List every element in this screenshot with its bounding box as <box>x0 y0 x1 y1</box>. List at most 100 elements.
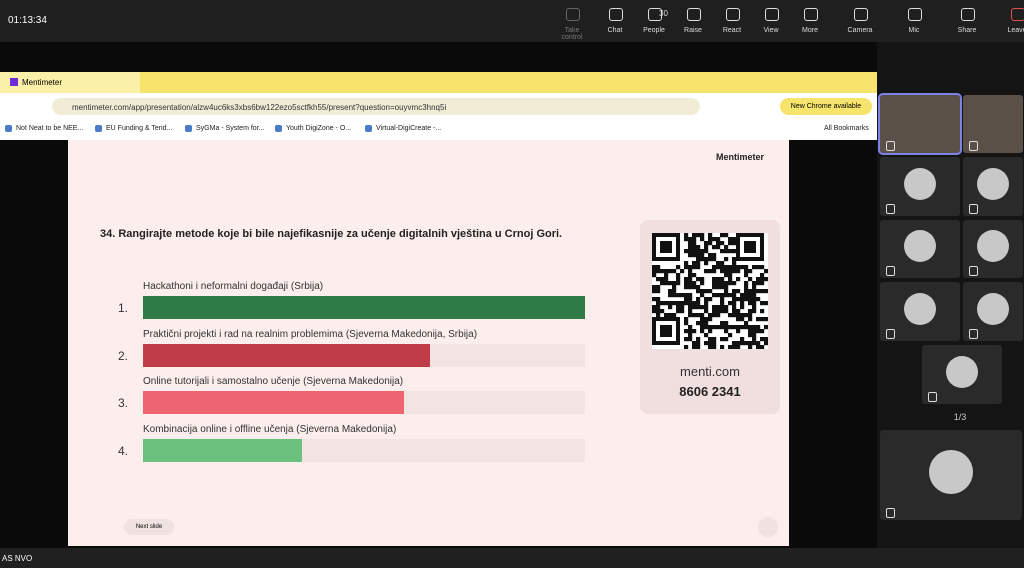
toolbar-icon[interactable] <box>961 8 975 21</box>
address-bar[interactable] <box>52 98 700 115</box>
rank-number: 4. <box>118 443 129 458</box>
qr-module <box>728 237 733 242</box>
qr-module <box>696 249 701 254</box>
qr-module <box>660 277 665 282</box>
qr-module <box>688 273 693 278</box>
toolbar-icon[interactable] <box>765 8 779 21</box>
qr-module <box>760 329 765 334</box>
bookmark[interactable]: SyGMa - System for... <box>196 125 265 132</box>
qr-module <box>736 341 741 346</box>
qr-module <box>708 289 713 294</box>
qr-module <box>656 289 661 294</box>
qr-module <box>700 321 705 326</box>
qr-module <box>664 273 669 278</box>
qr-module <box>692 237 697 242</box>
qr-module <box>764 269 768 274</box>
toolbar-icon[interactable] <box>908 8 922 21</box>
qr-module <box>748 269 753 274</box>
qr-module <box>668 269 673 274</box>
qr-code <box>652 233 768 349</box>
qr-module <box>732 289 737 294</box>
next-button[interactable]: Next slide <box>124 519 174 535</box>
toolbar-icon[interactable] <box>687 8 701 21</box>
toolbar-icon[interactable] <box>726 8 740 21</box>
qr-module <box>672 281 677 286</box>
qr-module <box>660 269 665 274</box>
qr-module <box>652 265 657 270</box>
qr-module <box>724 309 729 314</box>
qr-module <box>752 325 757 330</box>
qr-module <box>680 293 685 298</box>
qr-module <box>720 305 725 310</box>
qr-module <box>712 313 717 318</box>
qr-module <box>704 289 709 294</box>
qr-module <box>720 285 725 290</box>
toolbar-icon[interactable] <box>566 8 580 21</box>
toolbar-icon[interactable] <box>648 8 662 21</box>
qr-module <box>704 301 709 306</box>
qr-module <box>656 305 661 310</box>
toolbar-icon[interactable] <box>854 8 868 21</box>
qr-module <box>716 325 721 330</box>
update-button[interactable]: New Chrome available <box>780 98 872 115</box>
qr-module <box>728 281 733 286</box>
toolbar-icon[interactable] <box>1011 8 1024 21</box>
qr-module <box>676 301 681 306</box>
qr-module <box>764 317 768 322</box>
qr-module <box>748 293 753 298</box>
reaction-button[interactable] <box>758 517 778 537</box>
qr-module <box>756 317 761 322</box>
qr-module <box>756 329 761 334</box>
qr-module <box>684 285 689 290</box>
qr-module <box>676 309 681 314</box>
qr-module <box>696 245 701 250</box>
toolbar-label: Chat <box>607 27 623 34</box>
qr-module <box>756 297 761 302</box>
qr-module <box>760 345 765 349</box>
qr-module <box>660 301 665 306</box>
avatar <box>904 292 936 325</box>
bookmark-icon <box>5 125 12 132</box>
avatar <box>929 450 973 494</box>
all-bookmarks[interactable]: All Bookmarks <box>824 125 869 132</box>
qr-module <box>744 341 749 346</box>
bookmark[interactable]: Not Neat to be NEE... <box>16 125 84 132</box>
toolbar-label: Leave <box>1007 27 1024 34</box>
bookmark-icon <box>185 125 192 132</box>
qr-module <box>692 241 697 246</box>
avatar <box>977 292 1009 325</box>
mute-icon <box>928 392 937 402</box>
qr-module <box>688 297 693 302</box>
bookmark[interactable]: EU Funding & Tend... <box>106 125 173 132</box>
qr-module <box>688 249 693 254</box>
qr-module <box>760 301 765 306</box>
qr-module <box>704 317 709 322</box>
qr-module <box>684 297 689 302</box>
toolbar-icon[interactable] <box>609 8 623 21</box>
bookmark[interactable]: Virtual-DigiCreate -... <box>376 125 442 132</box>
qr-module <box>732 297 737 302</box>
join-code: 8606 2341 <box>679 384 741 399</box>
qr-module <box>652 305 657 310</box>
qr-module <box>652 269 657 274</box>
qr-module <box>684 233 689 238</box>
qr-module <box>712 293 717 298</box>
bookmark[interactable]: Youth DigiZone - O... <box>286 125 352 132</box>
qr-module <box>720 337 725 342</box>
qr-module <box>740 305 745 310</box>
qr-module <box>740 265 745 270</box>
toolbar-icon[interactable] <box>804 8 818 21</box>
qr-module <box>764 301 768 306</box>
qr-module <box>684 321 689 326</box>
qr-module <box>700 313 705 318</box>
qr-module <box>652 285 657 290</box>
qr-module <box>688 309 693 314</box>
qr-module <box>700 253 705 258</box>
tab-bar <box>0 72 877 93</box>
taskbar-item[interactable]: AS NVO <box>2 554 33 563</box>
tab[interactable] <box>0 72 140 93</box>
qr-module <box>716 281 721 286</box>
question: 34. Rangirajte metode koje bi bile najef… <box>100 228 563 240</box>
qr-module <box>732 265 737 270</box>
